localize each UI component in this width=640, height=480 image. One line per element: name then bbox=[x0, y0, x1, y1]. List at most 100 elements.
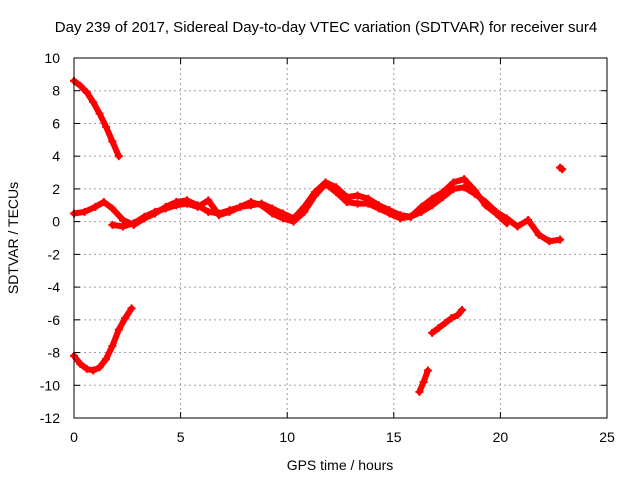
data-point-marker bbox=[236, 202, 245, 211]
data-point-marker bbox=[108, 220, 117, 229]
y-tick-label: 4 bbox=[52, 148, 60, 164]
data-point-marker bbox=[470, 186, 479, 195]
data-point-marker bbox=[108, 204, 117, 213]
data-point-marker bbox=[513, 222, 522, 231]
data-point-marker bbox=[246, 198, 255, 206]
x-tick-label: 25 bbox=[599, 429, 615, 445]
y-tick-label: 2 bbox=[52, 181, 60, 197]
data-point-marker bbox=[415, 387, 424, 396]
data-point-marker bbox=[140, 212, 149, 221]
data-point-marker bbox=[82, 88, 91, 97]
data-point-marker bbox=[91, 202, 100, 211]
data-point-marker bbox=[289, 217, 298, 226]
data-point-marker bbox=[193, 202, 202, 211]
x-axis-label: GPS time / hours bbox=[287, 457, 394, 473]
data-point-marker bbox=[99, 198, 108, 206]
data-point-marker bbox=[428, 328, 437, 337]
data-point-marker bbox=[89, 98, 98, 107]
data-point-marker bbox=[458, 306, 467, 314]
data-point-marker bbox=[502, 219, 511, 228]
y-tick-labels: -12 -10 -8 -6 -4 -2 0 2 4 6 8 10 bbox=[40, 50, 60, 426]
series-upper-arc bbox=[70, 76, 123, 161]
data-point-marker bbox=[204, 196, 213, 205]
data-point-marker bbox=[114, 325, 123, 334]
series-trace bbox=[71, 305, 135, 374]
data-point-marker bbox=[80, 207, 89, 216]
series-late-arc-2 bbox=[428, 306, 467, 337]
data-series bbox=[70, 76, 567, 396]
data-point-marker bbox=[374, 204, 383, 213]
data-point-marker bbox=[278, 214, 287, 223]
data-point-marker bbox=[492, 209, 501, 218]
x-tick-label: 0 bbox=[70, 429, 78, 445]
y-tick-label: -12 bbox=[40, 410, 60, 426]
data-point-marker bbox=[428, 194, 437, 203]
y-tick-label: -6 bbox=[48, 312, 61, 328]
data-point-marker bbox=[364, 199, 373, 208]
data-point-marker bbox=[423, 366, 432, 375]
x-tick-label: 20 bbox=[493, 429, 509, 445]
y-tick-label: 0 bbox=[52, 214, 60, 230]
series-lower-arc bbox=[70, 304, 136, 375]
data-point-marker bbox=[558, 165, 567, 174]
data-point-marker bbox=[453, 310, 462, 319]
data-point-marker bbox=[524, 216, 533, 224]
y-tick-label: 6 bbox=[52, 115, 60, 131]
y-axis-label: SDTVAR / TECUs bbox=[5, 182, 21, 294]
data-point-marker bbox=[460, 175, 469, 184]
data-point-marker bbox=[300, 207, 309, 216]
data-point-marker bbox=[419, 378, 428, 386]
data-point-marker bbox=[151, 207, 160, 216]
y-tick-label: -4 bbox=[48, 279, 61, 295]
data-point-marker bbox=[332, 188, 341, 197]
data-point-marker bbox=[353, 191, 362, 200]
y-tick-label: -2 bbox=[48, 246, 61, 262]
chart-title: Day 239 of 2017, Sidereal Day-to-day VTE… bbox=[55, 19, 597, 36]
y-tick-label: 8 bbox=[52, 83, 60, 99]
data-point-marker bbox=[127, 304, 136, 313]
data-point-marker bbox=[556, 235, 565, 244]
data-point-marker bbox=[182, 199, 191, 208]
x-tick-label: 10 bbox=[279, 429, 295, 445]
data-point-marker bbox=[460, 183, 469, 192]
data-point-marker bbox=[76, 81, 85, 90]
data-point-marker bbox=[214, 211, 223, 220]
data-point-marker bbox=[406, 212, 415, 221]
data-point-marker bbox=[225, 207, 234, 216]
data-point-marker bbox=[434, 324, 443, 332]
data-point-marker bbox=[114, 152, 123, 161]
y-tick-label: 10 bbox=[44, 50, 60, 66]
data-point-marker bbox=[129, 219, 138, 228]
series-late-arc-1 bbox=[415, 366, 432, 396]
x-tick-label: 5 bbox=[177, 429, 185, 445]
series-trace bbox=[71, 77, 122, 160]
x-tick-label: 15 bbox=[386, 429, 402, 445]
axis-ticks bbox=[73, 57, 608, 419]
data-point-marker bbox=[321, 180, 330, 188]
data-point-marker bbox=[204, 207, 213, 216]
data-point-marker bbox=[396, 214, 405, 223]
series-main-band-b bbox=[108, 175, 511, 231]
grid-lines bbox=[74, 58, 607, 418]
data-point-marker bbox=[161, 204, 170, 213]
data-point-marker bbox=[310, 191, 319, 200]
data-point-marker bbox=[385, 209, 394, 218]
x-tick-labels: 0 5 10 15 20 25 bbox=[70, 429, 615, 445]
data-point-marker bbox=[449, 178, 458, 187]
y-tick-label: -8 bbox=[48, 345, 61, 361]
data-point-marker bbox=[119, 222, 128, 231]
data-point-marker bbox=[101, 122, 110, 131]
data-point-marker bbox=[257, 201, 266, 210]
data-point-marker bbox=[417, 202, 426, 211]
data-point-marker bbox=[108, 137, 117, 146]
data-point-marker bbox=[76, 360, 85, 368]
data-point-marker bbox=[545, 237, 554, 246]
data-point-marker bbox=[534, 230, 543, 239]
data-point-marker bbox=[447, 314, 456, 323]
data-point-marker bbox=[438, 188, 447, 197]
series-isolated-point bbox=[556, 163, 567, 174]
data-point-marker bbox=[89, 366, 98, 375]
y-tick-label: -10 bbox=[40, 377, 60, 393]
data-point-marker bbox=[95, 109, 104, 118]
